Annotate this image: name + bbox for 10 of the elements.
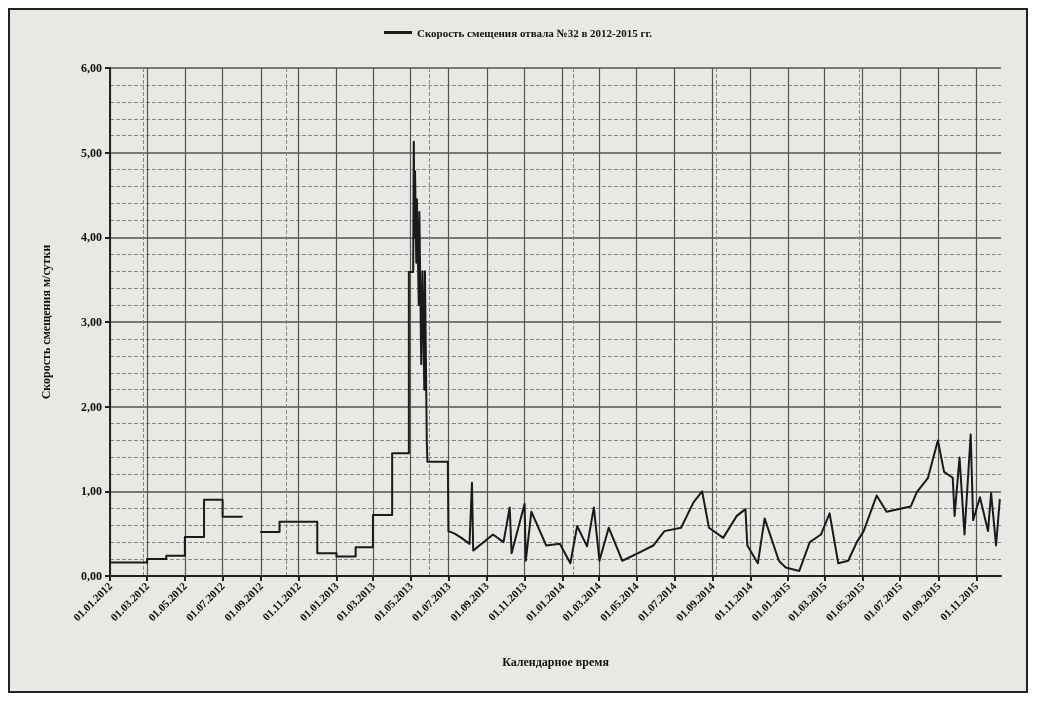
y-tick-label: 4,00 <box>81 230 102 245</box>
y-tick-label: 1,00 <box>81 484 102 499</box>
y-tick-label: 0,00 <box>81 569 102 583</box>
y-tick-label: 2,00 <box>81 399 102 414</box>
y-tick-label: 5,00 <box>81 145 102 160</box>
legend-label: Скорость смещения отвала №32 в 2012-2015 гг. <box>416 26 653 39</box>
y-tick-label: 6,00 <box>81 61 102 75</box>
y-axis-title: Скорость смещения м/сутки <box>39 244 53 400</box>
x-axis-title: Календарное время <box>502 655 610 669</box>
y-tick-label: 3,00 <box>81 315 102 329</box>
